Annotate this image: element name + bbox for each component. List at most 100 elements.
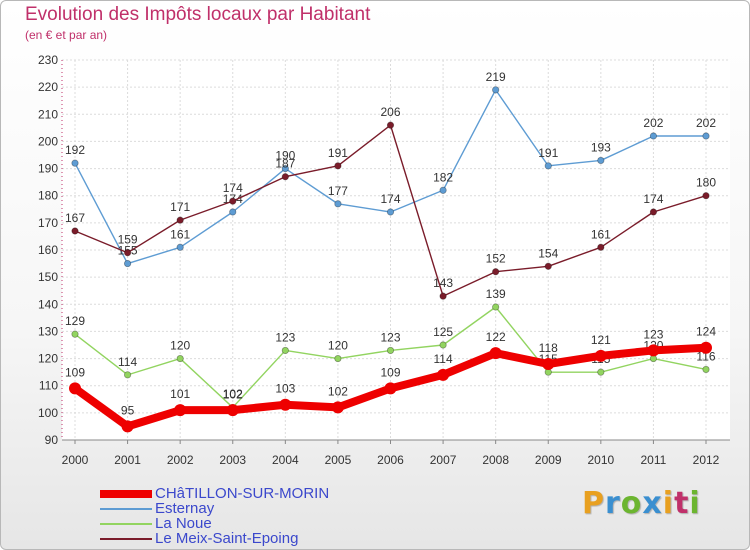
data-point-cha-tillon-sur-morin	[226, 404, 239, 417]
y-tick-label: 150	[38, 270, 58, 284]
data-label-cha-tillon-sur-morin: 109	[380, 365, 400, 379]
legend-label: Le Meix-Saint-Epoing	[155, 530, 299, 547]
data-point-le-meix-saint-epoing	[334, 162, 342, 170]
y-tick-label: 120	[38, 352, 58, 366]
data-label-cha-tillon-sur-morin: 122	[486, 330, 506, 344]
data-label-le-meix-saint-epoing: 206	[380, 105, 400, 119]
data-label-esternay: 202	[696, 116, 716, 130]
data-point-la-noue	[702, 365, 710, 374]
data-point-esternay	[176, 243, 184, 251]
data-label-cha-tillon-sur-morin: 123	[643, 327, 663, 341]
data-point-le-meix-saint-epoing	[492, 268, 500, 276]
chart-subtitle: (en € et par an)	[25, 28, 108, 42]
data-label-la-noue: 120	[328, 339, 348, 353]
data-label-la-noue: 116	[696, 349, 715, 363]
data-label-cha-tillon-sur-morin: 102	[223, 387, 243, 401]
legend-label: Esternay	[155, 500, 215, 517]
data-label-le-meix-saint-epoing: 174	[223, 181, 243, 195]
y-tick-label: 100	[38, 406, 58, 420]
data-label-cha-tillon-sur-morin: 114	[434, 352, 453, 366]
data-label-esternay: 192	[65, 143, 85, 157]
x-tick-label: 2001	[114, 453, 141, 467]
data-label-esternay: 182	[433, 170, 453, 184]
x-tick-label: 2007	[430, 453, 457, 467]
legend-swatch	[100, 538, 152, 540]
data-label-esternay: 174	[380, 192, 400, 206]
chart-title: Evolution des Impôts locaux par Habitant	[25, 4, 371, 25]
data-point-le-meix-saint-epoing	[597, 243, 605, 251]
data-label-cha-tillon-sur-morin: 121	[591, 333, 611, 347]
data-label-esternay: 202	[643, 116, 663, 130]
data-point-la-noue	[71, 330, 79, 338]
data-point-le-meix-saint-epoing	[544, 262, 552, 270]
data-label-la-noue: 114	[118, 355, 137, 369]
x-tick-label: 2002	[167, 453, 194, 467]
x-tick-label: 2012	[693, 453, 720, 467]
data-label-la-noue: 120	[170, 339, 190, 353]
data-point-cha-tillon-sur-morin	[594, 349, 607, 362]
logo-letter: i	[662, 486, 675, 521]
logo-letter: P	[582, 486, 605, 521]
logo-letter: x	[642, 486, 663, 521]
data-point-la-noue	[597, 368, 605, 376]
y-tick-label: 200	[38, 134, 58, 148]
data-label-cha-tillon-sur-morin: 103	[275, 382, 295, 396]
data-label-la-noue: 123	[275, 330, 295, 344]
data-point-le-meix-saint-epoing	[439, 292, 447, 300]
data-point-esternay	[334, 200, 342, 208]
data-point-esternay	[649, 132, 658, 140]
y-tick-label: 190	[38, 162, 58, 176]
data-label-esternay: 191	[538, 146, 558, 160]
data-label-esternay: 193	[591, 140, 611, 154]
x-tick-label: 2004	[272, 453, 299, 467]
data-point-le-meix-saint-epoing	[649, 208, 658, 216]
data-label-cha-tillon-sur-morin: 118	[539, 341, 558, 355]
data-label-la-noue: 123	[380, 330, 400, 344]
data-point-la-noue	[176, 354, 184, 363]
data-point-la-noue	[123, 371, 132, 379]
data-label-cha-tillon-sur-morin: 109	[65, 365, 85, 379]
data-label-esternay: 219	[486, 70, 506, 84]
y-tick-label: 170	[38, 216, 58, 230]
data-point-la-noue	[492, 303, 500, 311]
data-label-le-meix-saint-epoing: 180	[696, 176, 716, 190]
logo-letter: r	[605, 486, 621, 521]
y-tick-label: 230	[38, 53, 58, 67]
x-tick-label: 2000	[62, 453, 89, 467]
data-label-le-meix-saint-epoing: 161	[591, 227, 611, 241]
logo-letter: o	[620, 486, 643, 521]
data-point-la-noue	[334, 354, 342, 363]
y-tick-label: 90	[45, 433, 59, 447]
data-point-esternay	[281, 164, 289, 173]
x-tick-label: 2003	[219, 453, 246, 467]
data-label-la-noue: 139	[486, 287, 506, 301]
data-point-le-meix-saint-epoing	[229, 197, 237, 205]
data-label-le-meix-saint-epoing: 154	[538, 246, 558, 260]
data-label-le-meix-saint-epoing: 167	[65, 211, 85, 225]
y-tick-label: 210	[38, 107, 58, 121]
data-label-la-noue: 102	[223, 387, 243, 401]
data-point-esternay	[71, 159, 79, 167]
data-point-le-meix-saint-epoing	[386, 121, 395, 129]
legend-label: La Noue	[155, 515, 212, 532]
y-tick-label: 140	[38, 297, 58, 311]
data-label-cha-tillon-sur-morin: 101	[170, 387, 190, 401]
data-point-la-noue	[281, 346, 289, 355]
data-point-esternay	[597, 156, 605, 165]
logo-letter: i	[689, 486, 701, 521]
data-label-le-meix-saint-epoing: 159	[118, 233, 138, 247]
data-point-cha-tillon-sur-morin	[279, 398, 292, 411]
logo-letter: t	[674, 486, 690, 521]
data-point-le-meix-saint-epoing	[123, 249, 132, 257]
data-point-cha-tillon-sur-morin	[700, 341, 712, 354]
data-label-cha-tillon-sur-morin: 95	[121, 403, 135, 417]
data-point-cha-tillon-sur-morin	[489, 347, 502, 360]
data-point-esternay	[386, 208, 395, 216]
data-point-le-meix-saint-epoing	[176, 216, 184, 224]
y-tick-label: 160	[38, 243, 58, 257]
data-point-cha-tillon-sur-morin	[69, 382, 81, 395]
data-label-le-meix-saint-epoing: 152	[486, 252, 506, 266]
x-tick-label: 2006	[377, 453, 404, 467]
y-tick-label: 130	[38, 324, 58, 338]
data-label-cha-tillon-sur-morin: 102	[328, 384, 348, 398]
